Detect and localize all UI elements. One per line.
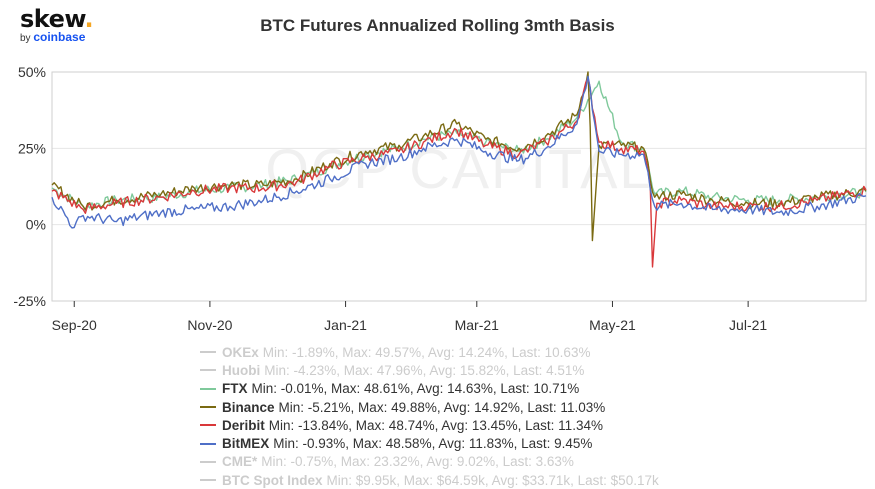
- legend-swatch: [200, 442, 216, 445]
- x-tick-label: Nov-20: [187, 317, 232, 333]
- legend-series-name: Huobi: [222, 362, 261, 378]
- line-chart: QCP CAPITAL 50% 25% 0% -25% Sep-20 Nov-20 Jan-2…: [13, 64, 867, 333]
- legend-series-stats: Min: -0.75%, Max: 23.32%, Avg: 9.02%, La…: [261, 454, 574, 470]
- legend-item-btc-spot-index[interactable]: BTC Spot Index Min: $9.95k, Max: $64.59k,…: [200, 471, 659, 489]
- legend-series-stats: Min: -5.21%, Max: 49.88%, Avg: 14.92%, L…: [278, 399, 606, 415]
- legend-swatch: [200, 351, 216, 354]
- y-tick-label: 25%: [18, 140, 46, 156]
- legend-item-okex[interactable]: OKEx Min: -1.89%, Max: 49.57%, Avg: 14.24…: [200, 343, 659, 361]
- chart-watermark: QCP CAPITAL: [265, 137, 652, 200]
- legend-item-binance[interactable]: Binance Min: -5.21%, Max: 49.88%, Avg: 14…: [200, 398, 659, 416]
- x-tick-label: Sep-20: [52, 317, 97, 333]
- series-line-deribit: [51, 77, 867, 268]
- legend-series-name: Binance: [222, 399, 275, 415]
- legend-item-bitmex[interactable]: BitMEX Min: -0.93%, Max: 48.58%, Avg: 11.…: [200, 434, 659, 452]
- y-tick-label: -25%: [13, 293, 46, 309]
- legend-swatch: [200, 460, 216, 463]
- legend-swatch: [200, 369, 216, 372]
- x-tick-label: Jan-21: [324, 317, 367, 333]
- y-tick-label: 0%: [26, 217, 46, 233]
- series-line-bitmex: [51, 75, 867, 229]
- legend-series-name: OKEx: [222, 344, 259, 360]
- legend-series-name: BitMEX: [222, 436, 270, 452]
- plot-area: [51, 71, 867, 302]
- skew-logo: skew. by coinbase: [20, 5, 94, 44]
- logo-wordmark: skew.: [20, 5, 94, 33]
- legend-series-stats: Min: -4.23%, Max: 47.96%, Avg: 15.82%, L…: [264, 362, 585, 378]
- legend-item-deribit[interactable]: Deribit Min: -13.84%, Max: 48.74%, Avg: 1…: [200, 416, 659, 434]
- legend-series-stats: Min: -1.89%, Max: 49.57%, Avg: 14.24%, L…: [262, 344, 591, 360]
- legend-series-stats: Min: -0.93%, Max: 48.58%, Avg: 11.83%, L…: [273, 436, 593, 452]
- legend-swatch: [200, 406, 216, 409]
- legend-series-name: BTC Spot Index: [222, 472, 323, 488]
- legend-swatch: [200, 387, 216, 390]
- legend-series-stats: Min: -0.01%, Max: 48.61%, Avg: 14.63%, L…: [251, 381, 580, 397]
- logo-byline: by coinbase: [20, 30, 86, 44]
- legend-swatch: [200, 424, 216, 427]
- legend-item-cme-[interactable]: CME* Min: -0.75%, Max: 23.32%, Avg: 9.02%…: [200, 453, 659, 471]
- legend-series-stats: Min: -13.84%, Max: 48.74%, Avg: 13.45%, …: [268, 417, 603, 433]
- legend-series-stats: Min: $9.95k, Max: $64.59k, Avg: $33.71k,…: [326, 472, 659, 488]
- legend-series-name: CME*: [222, 454, 258, 470]
- chart-legend: OKEx Min: -1.89%, Max: 49.57%, Avg: 14.24…: [200, 343, 659, 489]
- y-tick-label: 50%: [18, 64, 46, 80]
- legend-series-name: FTX: [222, 381, 248, 397]
- legend-swatch: [200, 479, 216, 482]
- x-tick-label: Mar-21: [455, 317, 500, 333]
- legend-series-name: Deribit: [222, 417, 265, 433]
- x-tick-label: Jul-21: [729, 317, 767, 333]
- legend-item-ftx[interactable]: FTX Min: -0.01%, Max: 48.61%, Avg: 14.63%…: [200, 380, 659, 398]
- x-tick-label: May-21: [589, 317, 636, 333]
- chart-title: BTC Futures Annualized Rolling 3mth Basi…: [260, 16, 615, 35]
- legend-item-huobi[interactable]: Huobi Min: -4.23%, Max: 47.96%, Avg: 15.8…: [200, 361, 659, 379]
